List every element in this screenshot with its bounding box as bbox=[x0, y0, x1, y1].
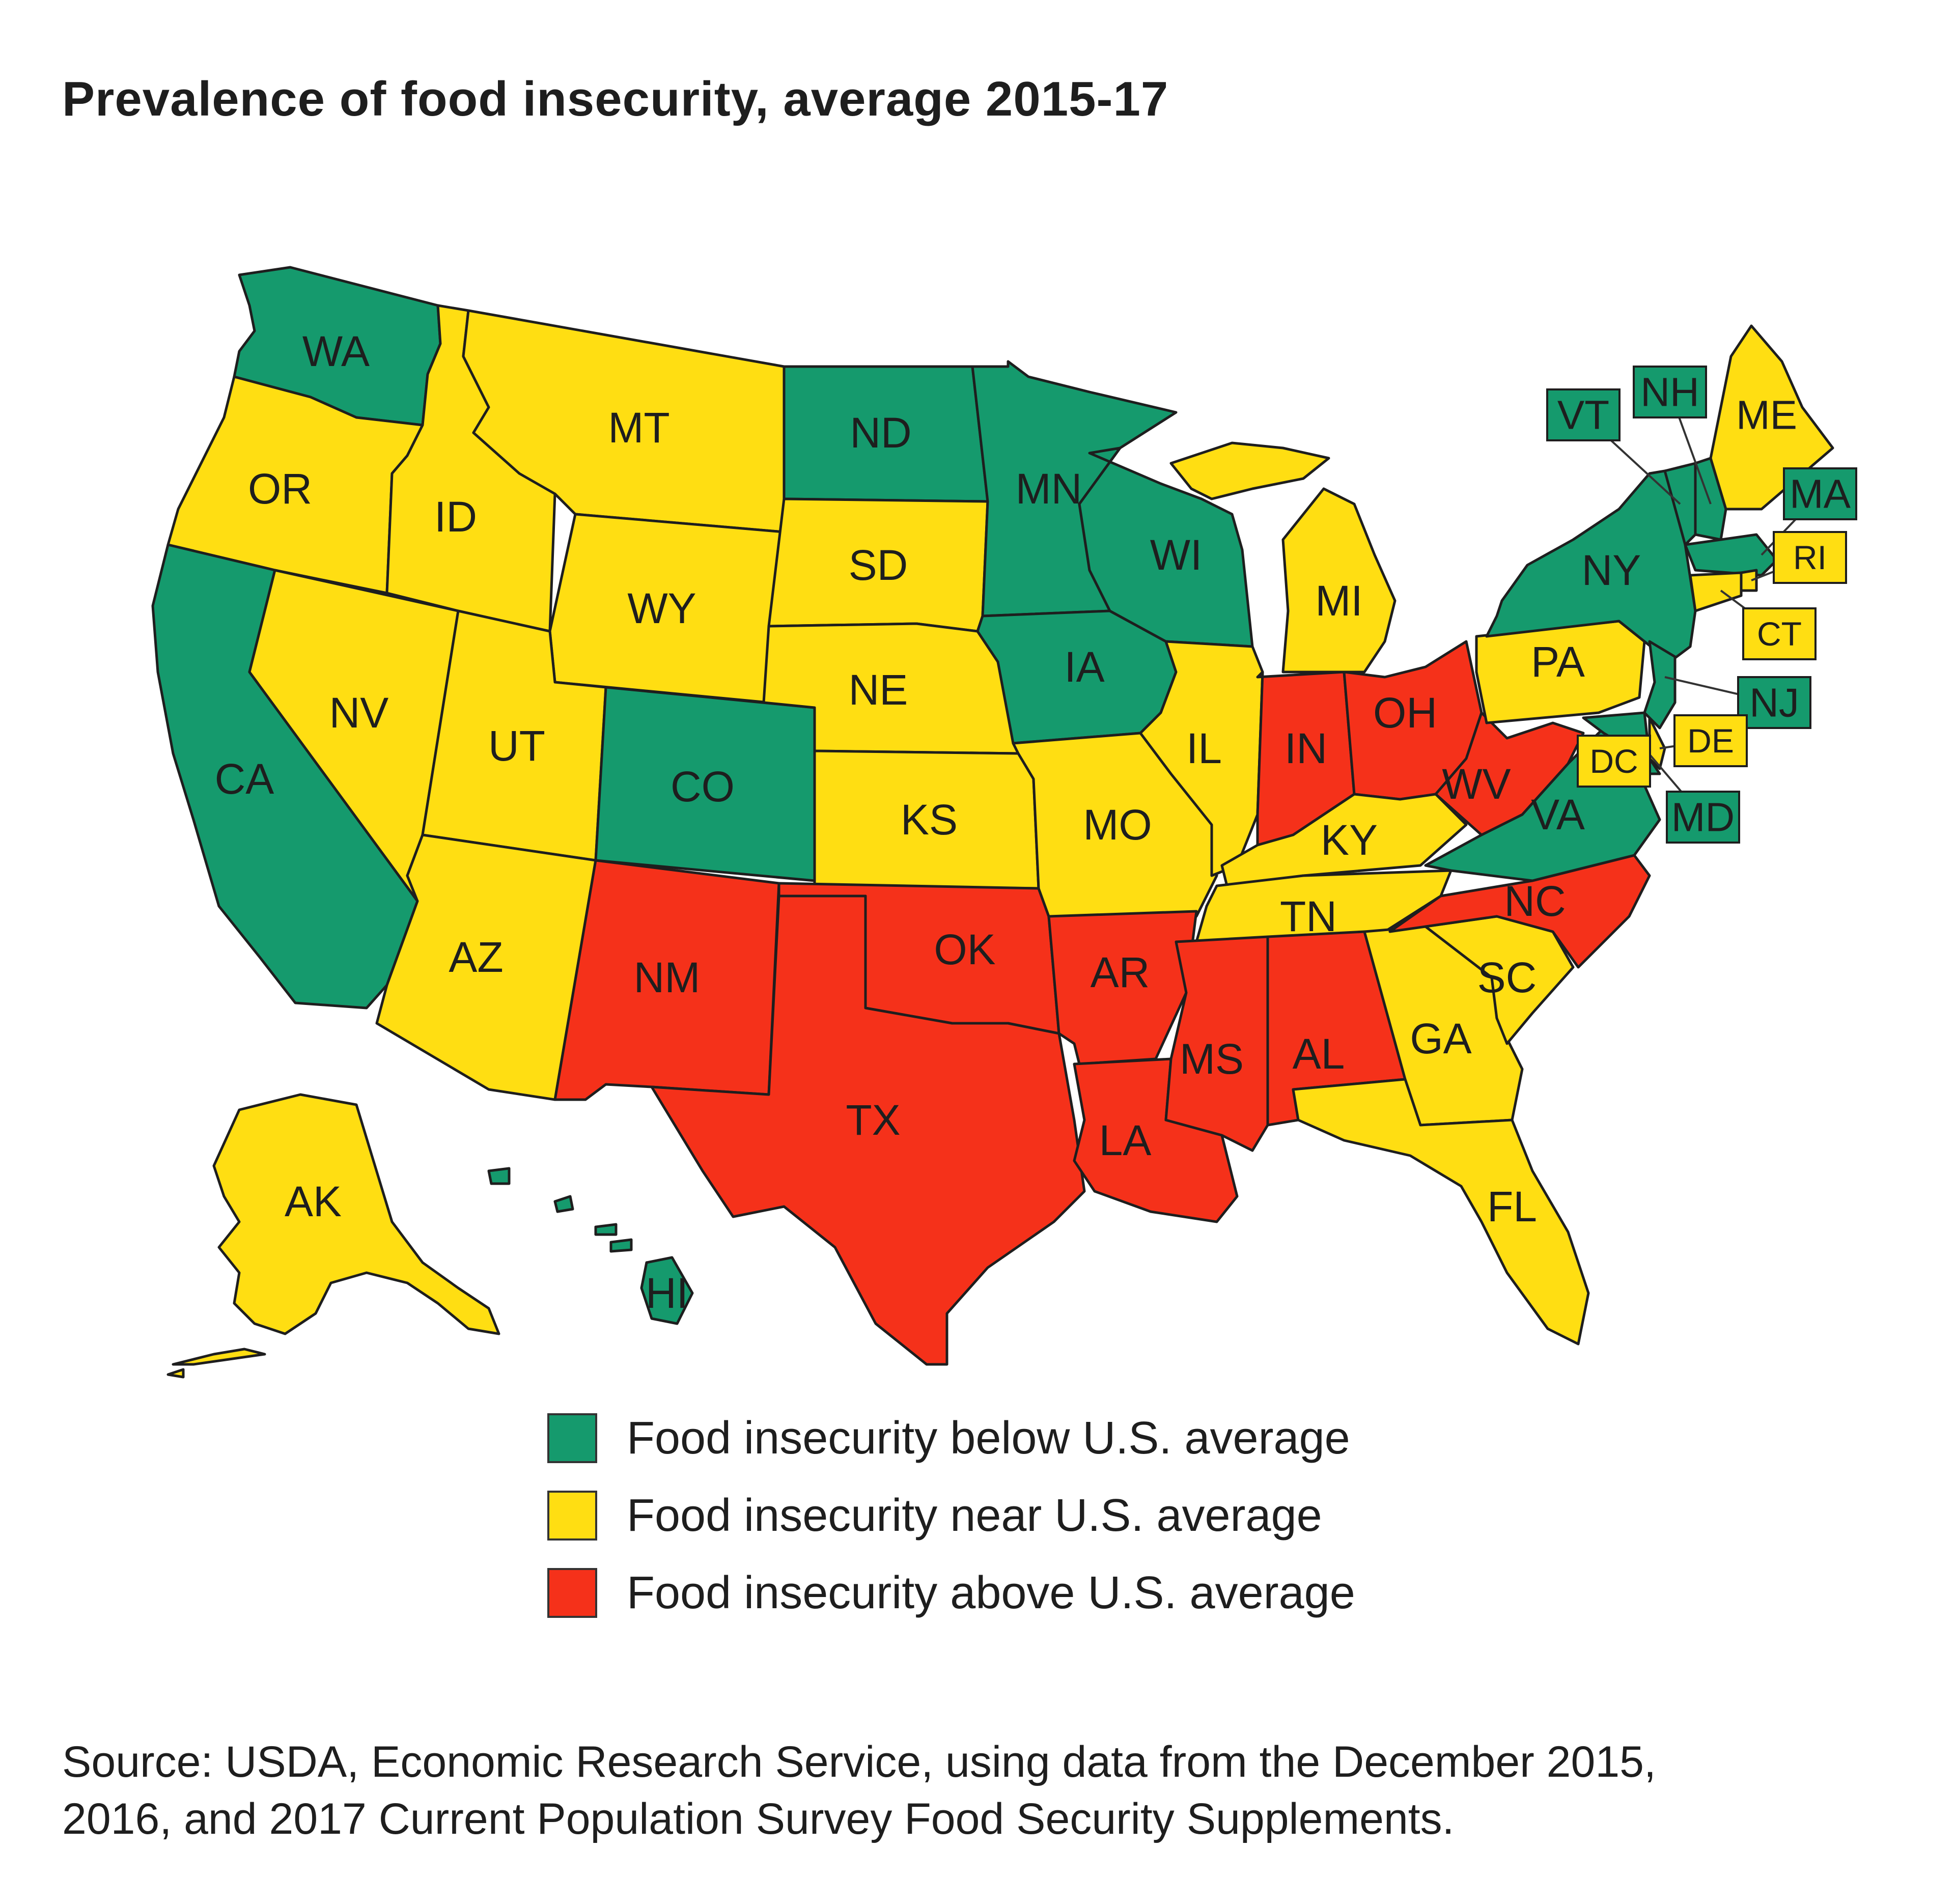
state-fl bbox=[1292, 1078, 1590, 1346]
state-hi-island-3 bbox=[594, 1223, 618, 1236]
source-note: Source: USDA, Economic Research Service,… bbox=[62, 1733, 1920, 1847]
callout-box-md bbox=[1666, 791, 1740, 844]
map-title: Prevalence of food insecurity, average 2… bbox=[62, 72, 1169, 126]
legend-swatch-below bbox=[547, 1413, 597, 1463]
state-label-sc: SC bbox=[1477, 954, 1537, 1001]
state-label-ms: MS bbox=[1180, 1035, 1244, 1083]
state-label-tn: TN bbox=[1280, 892, 1337, 940]
state-label-hi: HI bbox=[646, 1269, 688, 1317]
state-label-sd: SD bbox=[849, 541, 908, 589]
state-label-vt: VT bbox=[1557, 393, 1609, 438]
state-il bbox=[1139, 640, 1264, 877]
state-label-id: ID bbox=[434, 493, 477, 541]
state-label-ri: RI bbox=[1793, 539, 1827, 576]
state-label-dc: DC bbox=[1589, 742, 1638, 780]
state-label-az: AZ bbox=[449, 933, 503, 981]
state-label-ca: CA bbox=[215, 755, 274, 803]
state-label-oh: OH bbox=[1373, 689, 1437, 737]
callout-box-nj bbox=[1737, 676, 1811, 729]
state-label-al: AL bbox=[1293, 1030, 1345, 1078]
legend-item-above: Food insecurity above U.S. average bbox=[547, 1567, 1355, 1618]
state-nh bbox=[1694, 457, 1727, 541]
legend-item-near: Food insecurity near U.S. average bbox=[547, 1490, 1355, 1541]
state-ky bbox=[1220, 793, 1468, 887]
state-ri bbox=[1740, 569, 1758, 592]
callout-box-ma bbox=[1783, 467, 1857, 520]
state-label-wy: WY bbox=[627, 584, 696, 632]
state-label-la: LA bbox=[1099, 1116, 1152, 1164]
state-label-ct: CT bbox=[1757, 615, 1802, 653]
state-hi-island-2 bbox=[553, 1195, 574, 1213]
legend-label-below: Food insecurity below U.S. average bbox=[627, 1412, 1350, 1464]
state-hi-island-1 bbox=[487, 1167, 511, 1185]
state-label-mt: MT bbox=[608, 404, 669, 452]
callout-box-de bbox=[1673, 714, 1748, 767]
callout-box-vt bbox=[1546, 388, 1621, 441]
state-label-wa: WA bbox=[302, 327, 370, 375]
state-label-ak: AK bbox=[285, 1178, 342, 1225]
state-label-ar: AR bbox=[1091, 948, 1150, 996]
state-label-nd: ND bbox=[850, 409, 911, 457]
state-label-nv: NV bbox=[329, 689, 389, 737]
state-label-pa: PA bbox=[1531, 638, 1585, 686]
callout-box-ct bbox=[1742, 607, 1817, 660]
state-label-nc: NC bbox=[1504, 877, 1566, 925]
state-ak bbox=[212, 1093, 500, 1335]
state-hi-island-4 bbox=[609, 1238, 633, 1253]
state-label-wi: WI bbox=[1150, 531, 1203, 579]
state-label-de: DE bbox=[1687, 722, 1734, 760]
legend-swatch-above bbox=[547, 1568, 597, 1618]
state-mi bbox=[1281, 487, 1397, 674]
state-tx bbox=[650, 894, 1086, 1366]
state-nj bbox=[1643, 640, 1677, 730]
state-label-ut: UT bbox=[488, 722, 545, 770]
state-ak-island-2 bbox=[166, 1368, 185, 1379]
state-label-tx: TX bbox=[846, 1096, 900, 1144]
state-ma bbox=[1684, 533, 1778, 577]
callout-box-ri bbox=[1773, 531, 1847, 584]
state-label-in: IN bbox=[1284, 724, 1327, 772]
state-ct bbox=[1689, 571, 1743, 612]
state-label-ma: MA bbox=[1790, 471, 1851, 517]
state-label-ks: KS bbox=[901, 796, 958, 844]
state-label-nh: NH bbox=[1640, 370, 1699, 415]
legend-label-near: Food insecurity near U.S. average bbox=[627, 1490, 1322, 1541]
state-hi bbox=[640, 1256, 694, 1325]
state-label-va: VA bbox=[1531, 791, 1585, 838]
callout-box-dc bbox=[1577, 735, 1651, 788]
state-label-ia: IA bbox=[1064, 643, 1104, 691]
legend-swatch-near bbox=[547, 1491, 597, 1541]
state-mi-upper-peninsula bbox=[1169, 441, 1330, 500]
state-label-nm: NM bbox=[634, 954, 701, 1001]
state-ak-island-1 bbox=[172, 1348, 266, 1366]
state-label-mi: MI bbox=[1315, 577, 1362, 625]
state-wv bbox=[1434, 711, 1585, 836]
state-label-ne: NE bbox=[849, 666, 908, 714]
callout-box-nh bbox=[1633, 366, 1707, 418]
state-label-ok: OK bbox=[934, 926, 995, 973]
state-me bbox=[1709, 324, 1834, 511]
state-label-ga: GA bbox=[1410, 1015, 1471, 1062]
state-label-ky: KY bbox=[1321, 816, 1378, 864]
state-label-il: IL bbox=[1186, 724, 1222, 772]
legend-item-below: Food insecurity below U.S. average bbox=[547, 1413, 1355, 1464]
source-line-2: 2016, and 2017 Current Population Survey… bbox=[62, 1795, 1455, 1843]
state-label-nj: NJ bbox=[1749, 680, 1799, 725]
legend: Food insecurity below U.S. average Food … bbox=[547, 1413, 1355, 1645]
source-line-1: Source: USDA, Economic Research Service,… bbox=[62, 1738, 1656, 1786]
state-nc bbox=[1388, 854, 1651, 969]
state-label-co: CO bbox=[671, 763, 735, 810]
legend-label-above: Food insecurity above U.S. average bbox=[627, 1567, 1355, 1618]
state-label-mn: MN bbox=[1016, 465, 1082, 513]
state-tn bbox=[1195, 869, 1453, 943]
state-label-wv: WV bbox=[1442, 760, 1511, 808]
state-label-or: OR bbox=[248, 465, 312, 513]
state-label-ny: NY bbox=[1582, 546, 1641, 594]
state-label-fl: FL bbox=[1487, 1183, 1537, 1230]
state-label-md: MD bbox=[1671, 795, 1735, 840]
state-label-me: ME bbox=[1736, 393, 1797, 438]
state-label-mo: MO bbox=[1083, 801, 1152, 849]
